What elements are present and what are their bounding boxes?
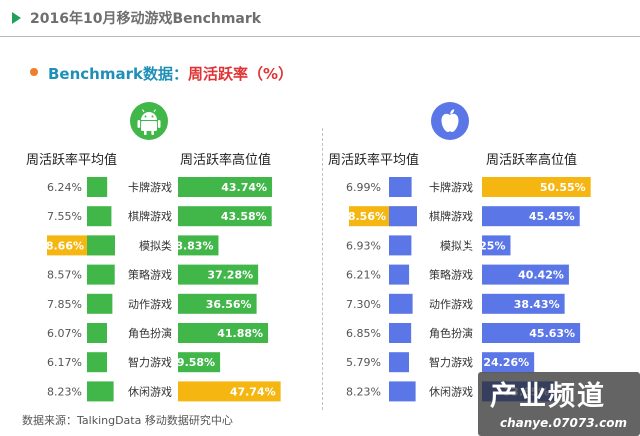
category-label: 卡牌游戏 (128, 180, 172, 194)
high-bar (178, 264, 259, 285)
high-value-label: 43.58% (221, 210, 267, 223)
category-label: 卡牌游戏 (429, 180, 473, 194)
data-source-note: 数据来源：TalkingData 移动数据研究中心 (22, 414, 233, 427)
high-value-label: 45.45% (529, 210, 575, 223)
ios-high-header: 周活跃率高位值 (486, 153, 578, 168)
avg-bar (87, 293, 113, 314)
avg-value-label: 6.99% (346, 181, 381, 194)
category-label: 策略游戏 (128, 268, 172, 282)
high-value-label: 37.28% (207, 269, 253, 282)
category-label: 动作游戏 (128, 298, 172, 311)
avg-bar (389, 206, 417, 227)
high-value-label: 13.25% (460, 239, 506, 252)
category-label: 模拟类 (440, 238, 473, 252)
avg-value-label: 7.30% (346, 298, 381, 311)
high-bar (178, 293, 257, 314)
high-bar (482, 177, 591, 197)
high-value-label: 18.83% (168, 239, 214, 252)
android-icon (130, 102, 168, 140)
category-label: 角色扮演 (429, 326, 473, 340)
avg-bar (87, 177, 108, 197)
chart-subtitle: Benchmark数据：周活跃率（%） (48, 63, 293, 84)
category-label: 动作游戏 (429, 298, 473, 311)
category-label: 角色扮演 (128, 326, 172, 340)
bullet-dot-icon (30, 68, 38, 76)
high-value-label: 38.43% (514, 298, 560, 311)
watermark-name: 产业频道 (490, 381, 606, 412)
high-bar (178, 352, 221, 373)
header-arrow-icon (12, 12, 21, 24)
category-label: 棋牌游戏 (429, 209, 473, 223)
watermark-logo (478, 372, 640, 436)
high-bar (482, 352, 535, 373)
header-divider (0, 36, 640, 37)
avg-bar (389, 381, 416, 402)
category-label: 智力游戏 (429, 355, 473, 369)
category-label: 休闲游戏 (429, 384, 473, 398)
high-value-label: 24.26% (483, 356, 529, 369)
high-bar (482, 264, 569, 285)
ios-avg-header: 周活跃率平均值 (328, 153, 420, 168)
high-bar (178, 381, 281, 402)
high-bar (178, 177, 273, 197)
avg-bar (87, 323, 107, 343)
avg-value-label: 8.23% (47, 385, 82, 398)
panel-divider (322, 128, 323, 410)
category-label: 智力游戏 (128, 355, 172, 369)
high-value-label: 47.74% (230, 385, 276, 398)
avg-bar (389, 323, 412, 343)
avg-value-label: 8.56% (348, 210, 386, 223)
avg-value-label: 8.57% (47, 269, 82, 282)
avg-bar (87, 381, 114, 402)
avg-bar (389, 352, 409, 373)
high-bar (482, 293, 565, 314)
avg-value-label: 6.85% (346, 327, 381, 340)
high-bar (482, 206, 580, 227)
high-value-label: 40.42% (518, 269, 564, 282)
avg-value-label: 8.23% (346, 385, 381, 398)
category-label: 棋牌游戏 (128, 209, 172, 223)
avg-bar (389, 264, 410, 285)
watermark-url: chanye.07073.com (500, 416, 627, 430)
high-bar (178, 206, 272, 227)
avg-value-label: 8.66% (46, 239, 84, 252)
high-value-label: 50.55% (540, 181, 586, 194)
avg-bar (389, 177, 412, 197)
high-bar (482, 323, 581, 343)
avg-bar (87, 235, 115, 256)
avg-bar (87, 206, 112, 227)
avg-value-label: 6.21% (346, 269, 381, 282)
high-value-label: 36.56% (206, 298, 252, 311)
avg-bar (87, 352, 107, 373)
avg-value-label: 6.17% (47, 356, 82, 369)
avg-bar (87, 264, 115, 285)
android-avg-header: 周活跃率平均值 (26, 153, 118, 168)
high-bar (178, 235, 219, 256)
avg-value-label: 5.79% (346, 356, 381, 369)
page-title: 2016年10月移动游戏Benchmark (30, 11, 262, 27)
high-value-label: 45.63% (529, 327, 575, 340)
high-value-label: 19.58% (169, 356, 215, 369)
category-label: 模拟类 (139, 238, 172, 252)
avg-bar (389, 235, 412, 256)
high-bar (482, 235, 511, 256)
high-value-label: 41.88% (217, 327, 263, 340)
high-bar (178, 323, 269, 343)
avg-value-label: 7.55% (47, 210, 82, 223)
apple-icon (431, 102, 469, 140)
subtitle-prefix: Benchmark数据： (48, 65, 188, 83)
avg-bar (389, 293, 413, 314)
category-label: 策略游戏 (429, 268, 473, 282)
android-high-header: 周活跃率高位值 (180, 153, 272, 168)
subtitle-metric: 周活跃率（%） (187, 65, 294, 83)
avg-value-label: 6.24% (47, 181, 82, 194)
category-label: 休闲游戏 (128, 384, 172, 398)
avg-value-label: 7.85% (47, 298, 82, 311)
avg-value-label: 6.93% (346, 239, 381, 252)
avg-value-label: 6.07% (47, 327, 82, 340)
high-value-label: 43.74% (221, 181, 267, 194)
